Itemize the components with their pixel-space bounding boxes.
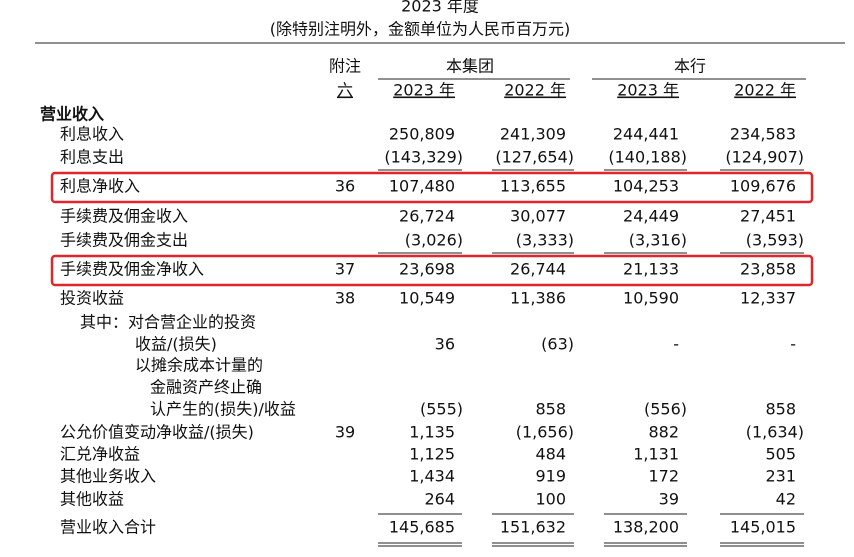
cell-value: 39: [659, 490, 679, 509]
cell-value: 30,077: [510, 207, 566, 226]
cell-value: 23,858: [740, 260, 796, 279]
row-label: 金融资产终止确: [150, 378, 262, 397]
year-header: 2023 年: [617, 81, 679, 100]
cell-value: 231: [765, 467, 796, 486]
cell-value: (63): [541, 335, 574, 354]
row-label: 手续费及佣金支出: [60, 231, 188, 250]
cell-value: 145,685: [389, 518, 455, 537]
cell-value: 11,386: [510, 289, 566, 308]
cell-value: (3,593): [746, 231, 804, 250]
row-label: 其中：对合营企业的投资: [80, 313, 256, 332]
cell-value: 882: [648, 423, 679, 442]
cell-value: 172: [648, 467, 679, 486]
header-title: 2023 年度: [401, 0, 479, 16]
cell-value: 858: [535, 400, 566, 419]
cell-value: 104,253: [613, 177, 679, 196]
cell-value: 10,549: [399, 289, 455, 308]
row-label: 以摊余成本计量的: [135, 356, 263, 375]
cell-value: 107,480: [389, 177, 455, 196]
cell-value: 26,724: [399, 207, 455, 226]
cell-value: 145,015: [730, 518, 796, 537]
cell-value: 27,451: [740, 207, 796, 226]
cell-value: 1,125: [409, 445, 455, 464]
row-label: 收益/(损失): [135, 335, 217, 354]
note-header: 六: [337, 81, 353, 100]
row-label: 利息收入: [60, 125, 124, 144]
row-note: 38: [335, 289, 355, 308]
cell-value: 12,337: [740, 289, 796, 308]
cell-value: (3,026): [405, 231, 463, 250]
row-note: 39: [335, 423, 355, 442]
row-label: 公允价值变动净收益/(损失): [60, 423, 254, 442]
row-label: 其他业务收入: [60, 467, 156, 486]
cell-value: 1,135: [409, 423, 455, 442]
cell-value: 26,744: [510, 260, 566, 279]
cell-value: 244,441: [613, 125, 679, 144]
cell-value: 10,590: [623, 289, 679, 308]
row-note: 36: [335, 177, 355, 196]
cell-value: (124,907): [725, 148, 804, 167]
row-label: 利息支出: [60, 148, 124, 167]
cell-value: 113,655: [500, 177, 566, 196]
cell-value: 36: [435, 335, 455, 354]
cell-value: (1,656): [516, 423, 574, 442]
cell-value: 24,449: [623, 207, 679, 226]
note-header: 附注: [329, 57, 361, 76]
cell-value: 919: [535, 467, 566, 486]
row-label: 手续费及佣金收入: [60, 207, 188, 226]
cell-value: 1,131: [633, 445, 679, 464]
cell-value: 250,809: [389, 125, 455, 144]
group-header: 本行: [674, 57, 706, 76]
row-label: 汇兑净收益: [60, 445, 140, 464]
cell-value: (3,333): [516, 231, 574, 250]
row-label: 营业收入合计: [60, 518, 156, 537]
row-label: 手续费及佣金净收入: [60, 260, 204, 279]
cell-value: (556): [644, 400, 687, 419]
cell-value: 1,434: [409, 467, 455, 486]
cell-value: 42: [776, 490, 796, 509]
row-label: 利息净收入: [60, 177, 140, 196]
cell-value: (555): [420, 400, 463, 419]
cell-value: (3,316): [629, 231, 687, 250]
row-label: 认产生的(损失)/收益: [150, 400, 296, 419]
cell-value: 858: [765, 400, 796, 419]
row-note: 37: [335, 260, 355, 279]
cell-value: 138,200: [613, 518, 679, 537]
cell-value: 151,632: [500, 518, 566, 537]
highlight-box: [50, 254, 814, 287]
year-header: 2023 年: [393, 81, 455, 100]
cell-value: 484: [535, 445, 566, 464]
header-subtitle: (除特别注明外，金额单位为人民币百万元): [270, 20, 571, 39]
year-header: 2022 年: [504, 81, 566, 100]
cell-value: 234,583: [730, 125, 796, 144]
cell-value: (127,654): [495, 148, 574, 167]
cell-value: 21,133: [623, 260, 679, 279]
cell-value: (143,329): [384, 148, 463, 167]
cell-value: (140,188): [608, 148, 687, 167]
cell-value: 241,309: [500, 125, 566, 144]
highlight-box: [50, 171, 814, 204]
cell-value: -: [790, 335, 796, 354]
cell-value: 109,676: [730, 177, 796, 196]
cell-value: 100: [535, 490, 566, 509]
group-header: 本集团: [446, 57, 494, 76]
cell-value: 264: [424, 490, 455, 509]
cell-value: -: [673, 335, 679, 354]
row-label: 其他收益: [60, 490, 124, 509]
cell-value: 505: [765, 445, 796, 464]
row-label: 营业收入: [40, 105, 104, 124]
cell-value: 23,698: [399, 260, 455, 279]
row-label: 投资收益: [60, 289, 124, 308]
cell-value: (1,634): [746, 423, 804, 442]
year-header: 2022 年: [734, 81, 796, 100]
